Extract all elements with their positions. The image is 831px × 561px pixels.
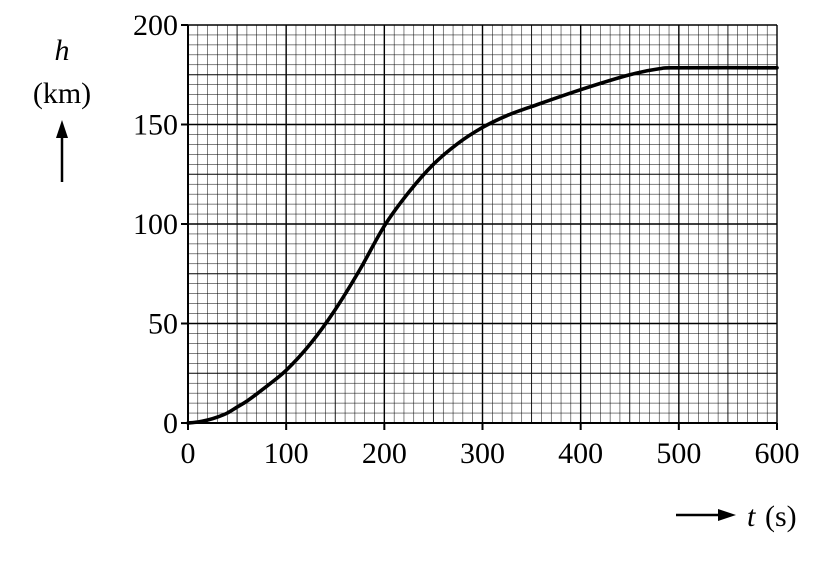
y-tick-label: 200 (133, 9, 178, 42)
x-tick-label: 600 (755, 437, 800, 470)
x-axis-arrow (676, 509, 736, 521)
x-axis-unit: (s) (765, 500, 797, 533)
y-axis-unit: (km) (33, 77, 91, 110)
series-line (186, 65, 779, 425)
x-tick-labels: 0 100 200 300 400 500 600 (181, 437, 800, 470)
y-axis-symbol: h (55, 34, 70, 67)
x-axis-symbol: t (747, 500, 756, 533)
x-tick-label: 300 (460, 437, 505, 470)
y-tick-label: 0 (163, 407, 178, 440)
y-axis-arrow (56, 120, 68, 182)
x-tick-label: 400 (558, 437, 603, 470)
x-tick-label: 500 (656, 437, 701, 470)
y-tick-labels: 0 50 100 150 200 (133, 9, 178, 440)
grid (181, 24, 778, 430)
y-tick-label: 150 (133, 109, 178, 142)
x-tick-label: 0 (181, 437, 196, 470)
y-tick-label: 100 (133, 208, 178, 241)
x-tick-label: 100 (264, 437, 309, 470)
series-layer (186, 65, 779, 425)
y-tick-label: 50 (148, 308, 178, 341)
x-tick-label: 200 (362, 437, 407, 470)
